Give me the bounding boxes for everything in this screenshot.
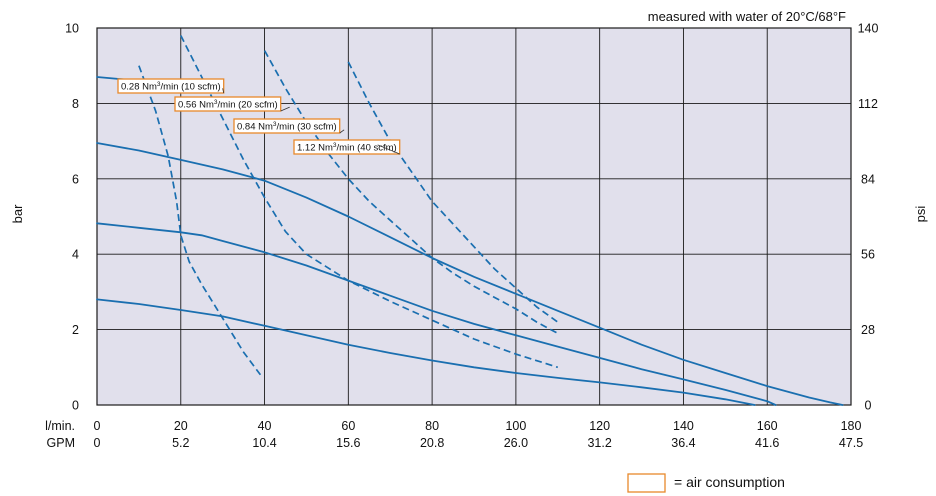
air-callout-box (174, 96, 282, 112)
x-tick-lmin: 80 (425, 419, 439, 433)
y-axis-label-right: psi (913, 206, 928, 223)
x-tick-lmin: 60 (341, 419, 355, 433)
air-callout-box (117, 78, 225, 94)
x-tick-gpm: 26.0 (504, 436, 528, 450)
x-axis-unit-gpm: GPM (47, 436, 75, 450)
air-callout-label: 0.56 Nm3/min (20 scfm) (178, 99, 278, 111)
x-tick-lmin: 120 (589, 419, 610, 433)
air-callout-leader (222, 88, 225, 94)
x-tick-gpm: 15.6 (336, 436, 360, 450)
x-tick-lmin: 100 (505, 419, 526, 433)
air-callout-3: 0.84 Nm3/min (30 scfm) (233, 118, 345, 134)
air-consumption-curve-2 (180, 35, 559, 369)
performance-curve-1 (96, 142, 844, 406)
x-tick-gpm: 36.4 (671, 436, 695, 450)
x-axis-unit-lmin: l/min. (45, 419, 75, 433)
x-tick-gpm: 31.2 (587, 436, 611, 450)
air-callout-2: 0.56 Nm3/min (20 scfm) (174, 96, 290, 112)
x-tick-gpm: 20.8 (420, 436, 444, 450)
air-callout-leader (280, 106, 290, 112)
y-tick-psi: 28 (861, 323, 875, 337)
x-tick-lmin: 180 (841, 419, 862, 433)
x-tick-lmin: 0 (94, 419, 101, 433)
y-tick-psi: 112 (858, 97, 878, 111)
grid-lines (97, 28, 851, 405)
x-tick-gpm: 5.2 (172, 436, 189, 450)
y-tick-bar: 10 (65, 22, 79, 36)
air-callout-1: 0.28 Nm3/min (10 scfm) (117, 78, 225, 94)
x-tick-gpm: 10.4 (252, 436, 276, 450)
y-tick-bar: 2 (72, 323, 79, 337)
y-axis-label-left: bar (10, 204, 25, 223)
y-tick-bar: 6 (72, 172, 79, 186)
air-callout-label: 1.12 Nm3/min (40 scfm) (297, 142, 397, 154)
measurement-note: measured with water of 20°C/68°F (648, 9, 846, 24)
y-tick-psi: 140 (858, 22, 879, 36)
air-callout-4: 1.12 Nm3/min (40 scfm) (293, 139, 401, 155)
x-tick-lmin: 20 (174, 419, 188, 433)
y-tick-psi: 0 (865, 399, 872, 413)
air-consumption-curves (138, 35, 559, 376)
y-tick-psi: 84 (861, 172, 875, 186)
air-consumption-curve-1 (138, 65, 262, 376)
x-tick-gpm: 41.6 (755, 436, 779, 450)
air-callout-leader (377, 144, 400, 155)
x-tick-lmin: 160 (757, 419, 778, 433)
air-callout-box (293, 139, 401, 155)
x-tick-lmin: 140 (673, 419, 694, 433)
legend-text: = air consumption (674, 474, 785, 490)
air-consumption-callouts: 0.28 Nm3/min (10 scfm) 0.56 Nm3/min (20 s… (117, 78, 401, 155)
air-callout-label: 0.84 Nm3/min (30 scfm) (237, 121, 337, 133)
x-tick-lmin: 40 (258, 419, 272, 433)
y-tick-bar: 8 (72, 97, 79, 111)
air-callout-label: 0.28 Nm3/min (10 scfm) (121, 81, 221, 93)
air-callout-leader (339, 129, 345, 134)
performance-curve-3 (96, 298, 756, 406)
x-tick-gpm: 0 (94, 436, 101, 450)
y-tick-psi: 56 (861, 248, 875, 262)
y-tick-bar: 0 (72, 399, 79, 413)
performance-curve-2 (96, 222, 777, 406)
x-tick-gpm: 47.5 (839, 436, 863, 450)
air-callout-box (233, 118, 341, 134)
air-consumption-curve-4 (347, 61, 559, 323)
y-tick-bar: 4 (72, 248, 79, 262)
legend-swatch (627, 473, 666, 493)
